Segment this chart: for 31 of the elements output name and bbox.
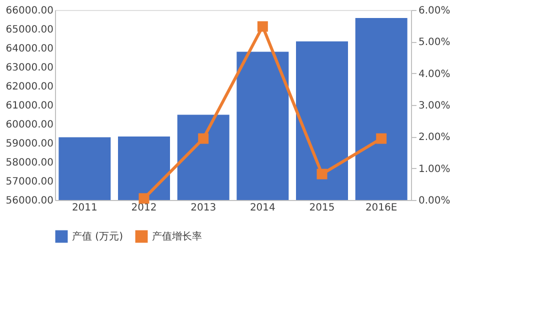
y-tick-label: 56000.00 <box>6 196 54 206</box>
y-tick-label: 60000.00 <box>6 120 54 130</box>
x-tick-label: 2015 <box>309 202 335 214</box>
y-tick-label: 58000.00 <box>6 158 54 168</box>
point <box>257 21 268 32</box>
point <box>198 133 209 144</box>
point <box>316 168 328 180</box>
y2-tick-label: 0.00% <box>418 196 450 206</box>
y-tick-label: 61000.00 <box>6 100 54 112</box>
y2-tick-label: 4.00% <box>418 68 450 80</box>
x-tick-label: 2011 <box>72 202 98 214</box>
y2-tick-label: 1.00% <box>418 164 450 175</box>
y2-tick-label: 3.00% <box>418 100 450 112</box>
x-tick-label: 2012 <box>131 202 157 214</box>
x-tick-label: 2014 <box>250 202 276 214</box>
legend-label: 产值增长率 <box>152 230 202 243</box>
x-tick-label: 2013 <box>190 202 216 214</box>
y-tick-label: 66000.00 <box>6 6 54 16</box>
y-tick-label: 65000.00 <box>6 24 54 36</box>
y-tick-label: 63000.00 <box>6 62 54 74</box>
y2-tick-label: 6.00% <box>418 6 450 16</box>
y-tick-label: 64000.00 <box>6 44 54 54</box>
y-tick-label: 59000.00 <box>6 138 54 150</box>
y2-tick-label: 5.00% <box>418 37 450 48</box>
point <box>376 133 387 144</box>
y-tick-label: 57000.00 <box>6 176 54 188</box>
point <box>138 193 150 204</box>
x-tick-label: 2016E <box>365 202 398 214</box>
y2-tick-label: 2.00% <box>418 132 450 144</box>
y-tick-label: 62000.00 <box>6 82 54 92</box>
legend-label: 产值 (万元) <box>72 230 124 243</box>
